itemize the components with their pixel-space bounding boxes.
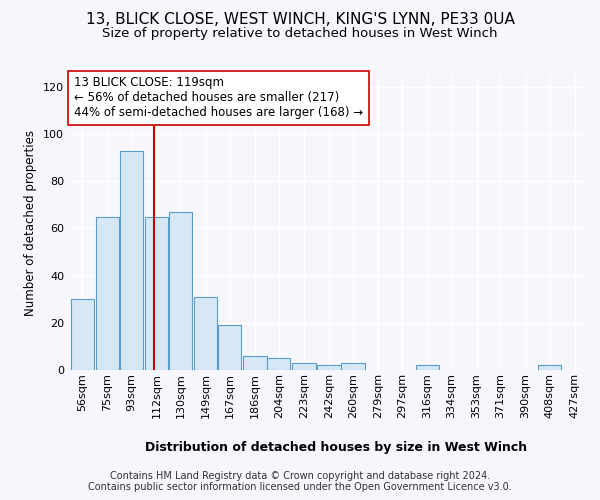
Text: Contains HM Land Registry data © Crown copyright and database right 2024.
Contai: Contains HM Land Registry data © Crown c… <box>88 471 512 492</box>
Bar <box>145 216 169 370</box>
Bar <box>538 366 561 370</box>
Bar <box>169 212 192 370</box>
Y-axis label: Number of detached properties: Number of detached properties <box>25 130 37 316</box>
Bar <box>317 366 341 370</box>
Bar <box>96 216 119 370</box>
Bar <box>243 356 266 370</box>
Text: 13 BLICK CLOSE: 119sqm
← 56% of detached houses are smaller (217)
44% of semi-de: 13 BLICK CLOSE: 119sqm ← 56% of detached… <box>74 76 364 120</box>
Text: Size of property relative to detached houses in West Winch: Size of property relative to detached ho… <box>102 28 498 40</box>
Bar <box>71 299 94 370</box>
Bar <box>341 363 365 370</box>
Text: 13, BLICK CLOSE, WEST WINCH, KING'S LYNN, PE33 0UA: 13, BLICK CLOSE, WEST WINCH, KING'S LYNN… <box>86 12 514 28</box>
Bar <box>292 363 316 370</box>
Bar <box>218 325 241 370</box>
Bar <box>416 366 439 370</box>
Bar <box>194 297 217 370</box>
Bar <box>119 150 143 370</box>
Bar <box>267 358 290 370</box>
Text: Distribution of detached houses by size in West Winch: Distribution of detached houses by size … <box>145 441 527 454</box>
